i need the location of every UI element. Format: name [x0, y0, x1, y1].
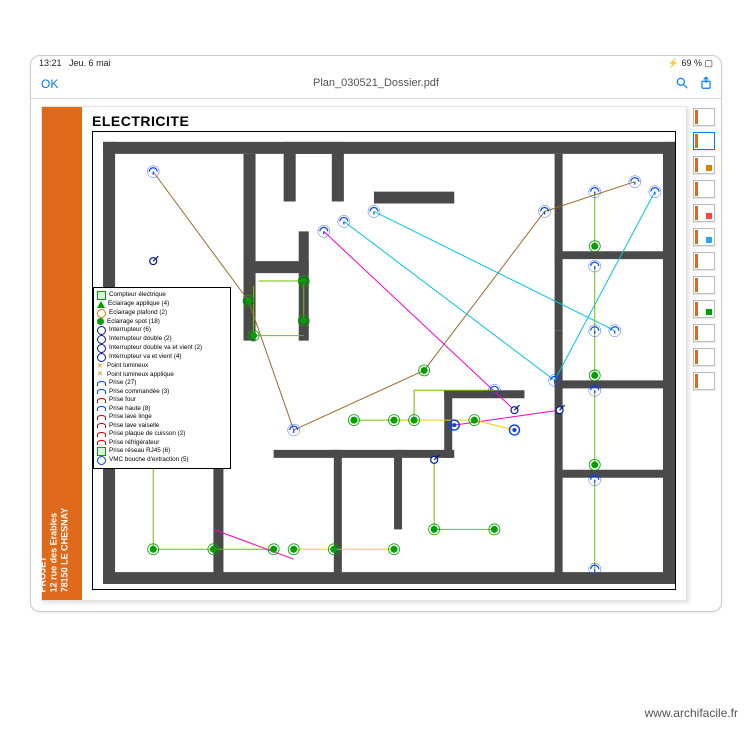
share-icon[interactable] — [699, 77, 713, 93]
legend-label: Prise lave linge — [109, 413, 152, 422]
legend-swatch — [97, 353, 106, 362]
legend-item: Prise lave linge — [97, 413, 227, 422]
legend-label: Compteur électrique — [109, 291, 166, 300]
legend-label: Prise réseau RJ45 (6) — [109, 447, 170, 456]
legend-label: Prise four — [109, 396, 136, 405]
legend-label: Prise (27) — [109, 379, 136, 388]
legend-swatch — [97, 398, 106, 403]
page-thumbnail[interactable] — [693, 228, 715, 246]
legend-box: Compteur électriqueEclairage applique (4… — [93, 287, 231, 469]
legend-swatch — [97, 318, 104, 325]
page-thumbnails — [693, 108, 715, 390]
legend-item: Prise four — [97, 396, 227, 405]
project-addr1: 12 rue des Erables — [48, 512, 58, 592]
page-thumbnail[interactable] — [693, 108, 715, 126]
page-thumbnail[interactable] — [693, 204, 715, 222]
legend-item: Prise commandée (3) — [97, 388, 227, 397]
pdf-page[interactable]: PROJET 12 rue des Erables 78150 LE CHESN… — [41, 106, 687, 601]
page-thumbnail[interactable] — [693, 252, 715, 270]
legend-item: ✕Point lumineux — [97, 362, 227, 371]
legend-item: ✕Point lumineux applique — [97, 371, 227, 380]
legend-item: Interrupteur va et vient (4) — [97, 353, 227, 362]
legend-swatch — [97, 440, 106, 445]
legend-label: Eclairage spot (18) — [107, 318, 160, 327]
legend-swatch — [97, 301, 105, 308]
project-addr2: 78150 LE CHESNAY — [59, 507, 69, 592]
legend-item: Eclairage plafond (2) — [97, 309, 227, 318]
page-thumbnail[interactable] — [693, 300, 715, 318]
tablet-screen: 13:21 Jeu. 6 mai ⚡ 69 % ▢ OK Plan_030521… — [30, 55, 722, 612]
project-label: PROJET — [38, 556, 48, 592]
legend-swatch — [97, 415, 106, 420]
legend-item: Interrupteur (6) — [97, 326, 227, 335]
legend-item: Prise haute (8) — [97, 405, 227, 414]
legend-item: Prise (27) — [97, 379, 227, 388]
legend-item: Prise réseau RJ45 (6) — [97, 447, 227, 456]
legend-label: Interrupteur (6) — [109, 326, 151, 335]
charging-icon: ⚡ — [668, 58, 679, 68]
document-title: Plan_030521_Dossier.pdf — [31, 77, 721, 89]
legend-label: VMC bouche d'extraction (5) — [109, 456, 189, 465]
legend-swatch — [97, 326, 106, 335]
legend-swatch — [97, 432, 106, 437]
legend-item: Prise lave vaiselle — [97, 422, 227, 431]
legend-label: Interrupteur va et vient (4) — [109, 353, 181, 362]
legend-swatch — [97, 381, 106, 386]
legend-swatch — [97, 291, 106, 300]
legend-swatch: ✕ — [97, 371, 104, 378]
legend-item: Compteur électrique — [97, 291, 227, 300]
legend-label: Point lumineux — [107, 362, 148, 371]
legend-swatch — [97, 335, 106, 344]
legend-item: Prise réfrigérateur — [97, 439, 227, 448]
page-thumbnail[interactable] — [693, 276, 715, 294]
legend-label: Interrupteur double (2) — [109, 335, 172, 344]
legend-swatch: ✕ — [97, 363, 104, 370]
status-bar: 13:21 Jeu. 6 mai ⚡ 69 % ▢ — [31, 56, 721, 74]
legend-swatch — [97, 423, 106, 428]
legend-label: Prise lave vaiselle — [109, 422, 159, 431]
search-icon[interactable] — [675, 77, 693, 93]
legend-item: Prise plaque de cuisson (2) — [97, 430, 227, 439]
page-thumbnail[interactable] — [693, 132, 715, 150]
legend-label: Prise réfrigérateur — [109, 439, 159, 448]
legend-label: Prise plaque de cuisson (2) — [109, 430, 185, 439]
legend-label: Interrupteur double va et vient (2) — [109, 344, 202, 353]
legend-swatch — [97, 406, 106, 411]
legend-item: Interrupteur double (2) — [97, 335, 227, 344]
project-sidebar: PROJET 12 rue des Erables 78150 LE CHESN… — [42, 107, 82, 600]
page-thumbnail[interactable] — [693, 180, 715, 198]
nav-bar: OK Plan_030521_Dossier.pdf — [31, 74, 721, 99]
battery-icon: ▢ — [704, 58, 713, 68]
legend-swatch — [97, 344, 106, 353]
legend-swatch — [97, 447, 106, 456]
page-heading: ELECTRICITE — [92, 113, 189, 129]
legend-swatch — [97, 456, 106, 465]
page-thumbnail[interactable] — [693, 348, 715, 366]
page-thumbnail[interactable] — [693, 324, 715, 342]
status-date: Jeu. 6 mai — [69, 58, 111, 68]
legend-label: Eclairage plafond (2) — [109, 309, 167, 318]
battery-level: 69 % — [681, 58, 702, 68]
status-time: 13:21 — [39, 58, 62, 68]
legend-item: Interrupteur double va et vient (2) — [97, 344, 227, 353]
page-thumbnail[interactable] — [693, 156, 715, 174]
watermark: www.archifacile.fr — [645, 706, 738, 720]
legend-item: Eclairage spot (18) — [97, 318, 227, 327]
legend-swatch — [97, 309, 106, 318]
legend-item: VMC bouche d'extraction (5) — [97, 456, 227, 465]
floor-plan: Compteur électriqueEclairage applique (4… — [92, 131, 676, 590]
legend-label: Prise commandée (3) — [109, 388, 169, 397]
legend-label: Eclairage applique (4) — [108, 300, 169, 309]
page-thumbnail[interactable] — [693, 372, 715, 390]
legend-label: Prise haute (8) — [109, 405, 150, 414]
legend-label: Point lumineux applique — [107, 371, 174, 380]
legend-swatch — [97, 389, 106, 394]
legend-item: Eclairage applique (4) — [97, 300, 227, 309]
